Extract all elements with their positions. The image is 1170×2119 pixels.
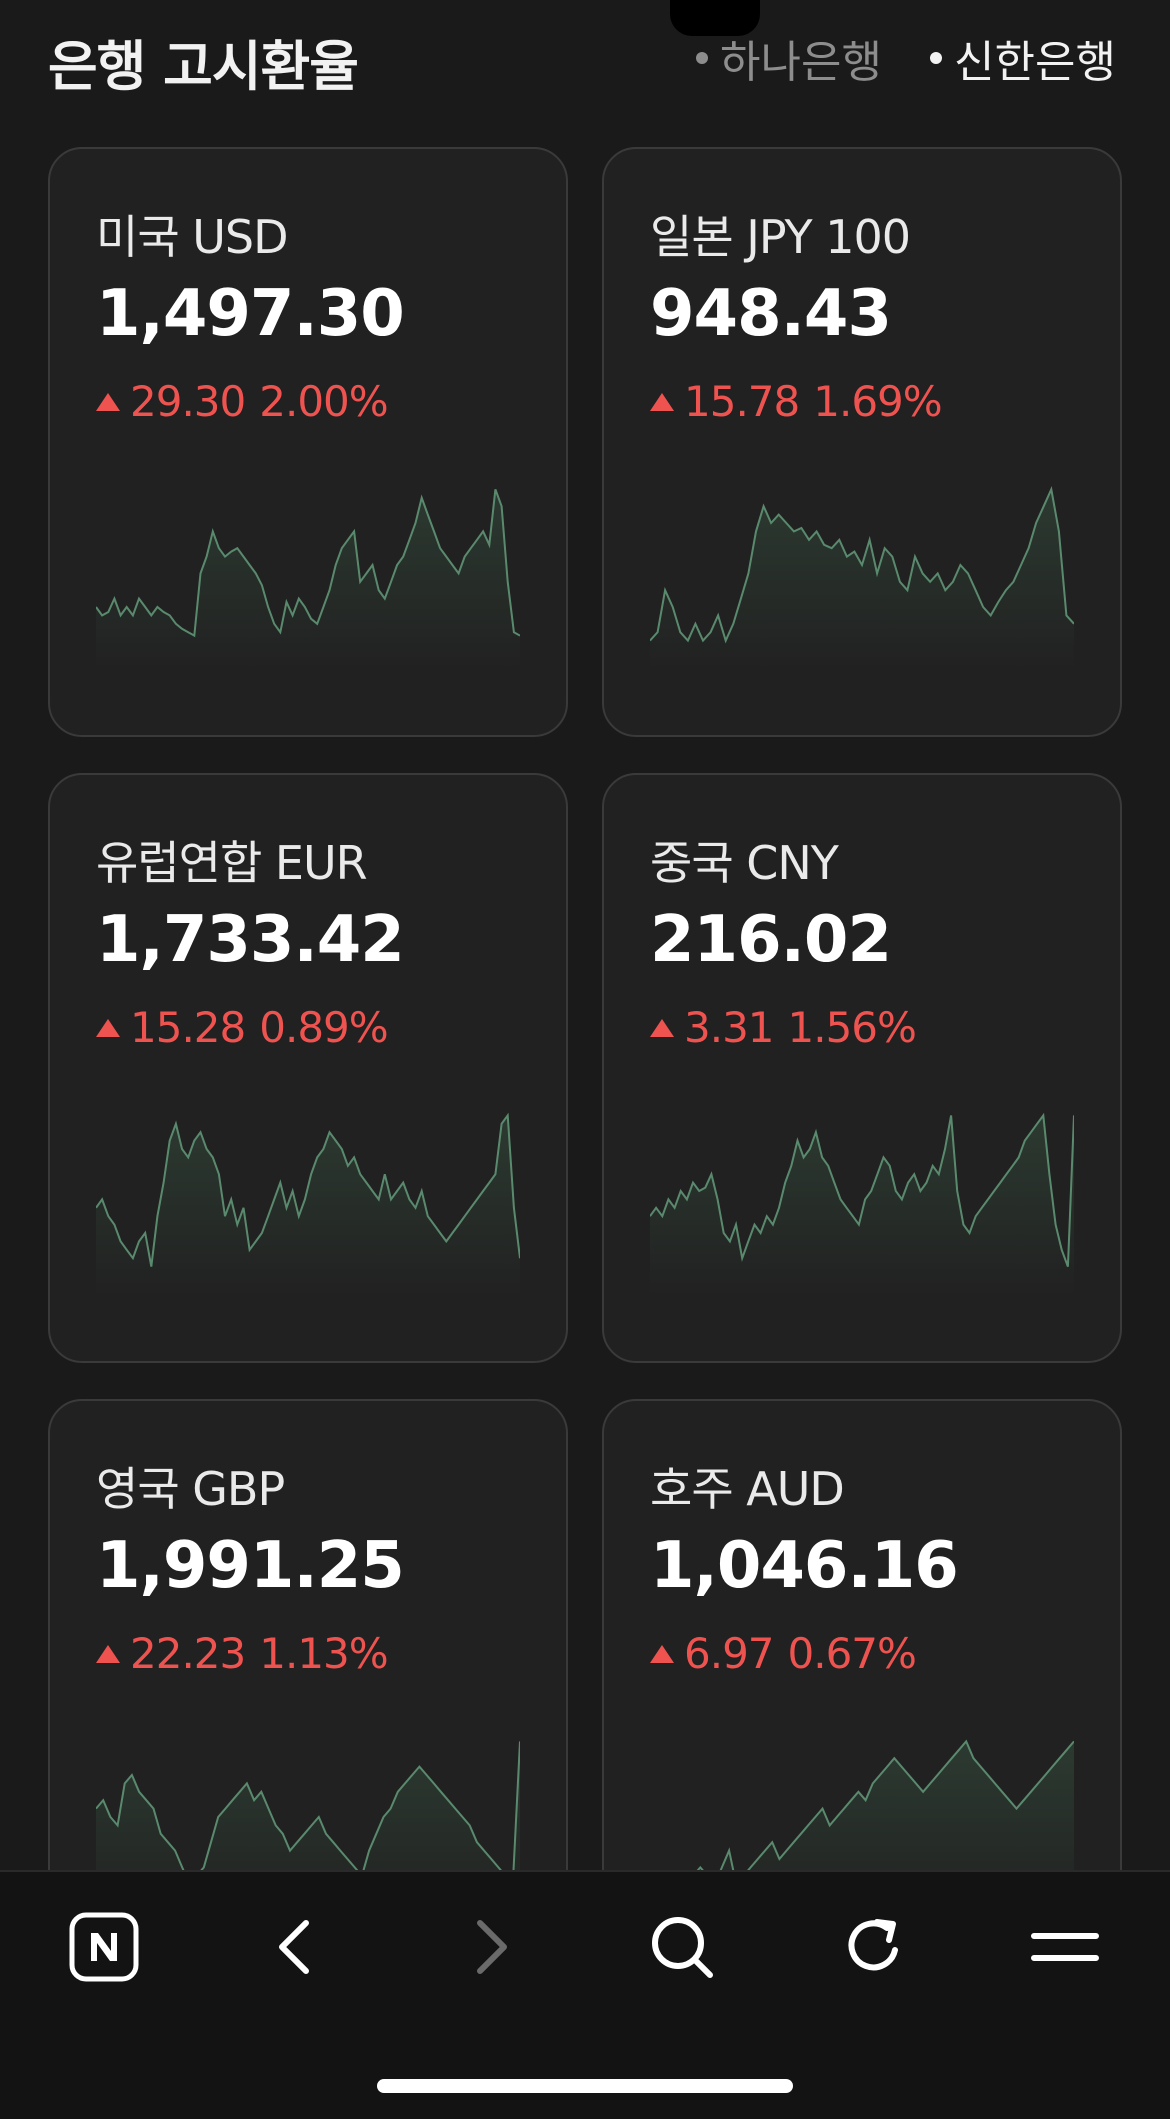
sparkline-area — [650, 1115, 1074, 1295]
sparkline-line — [650, 486, 1074, 644]
header: 은행 고시환율 하나은행 신한은행 — [0, 0, 1170, 120]
exchange-rate: 948.43 — [650, 277, 892, 351]
change-amount: 15.28 — [130, 1003, 246, 1052]
sparkline-line — [96, 489, 520, 638]
currency-name: 일본 JPY 100 — [650, 210, 911, 264]
change-amount: 3.31 — [684, 1003, 775, 1052]
currency-card-cny[interactable]: 중국 CNY 216.02 3.31 1.56% — [602, 773, 1122, 1363]
up-triangle-icon — [96, 392, 120, 411]
up-triangle-icon — [650, 392, 674, 411]
sparkline-chart — [650, 486, 1074, 669]
menu-button[interactable] — [1025, 1907, 1105, 1987]
refresh-button[interactable] — [834, 1907, 914, 1987]
up-triangle-icon — [650, 1018, 674, 1037]
forward-button[interactable] — [450, 1907, 530, 1987]
refresh-icon — [848, 1919, 898, 1971]
bullet-dot-icon — [930, 52, 942, 64]
sparkline-area — [96, 489, 520, 669]
change-percent: 1.69% — [813, 377, 942, 426]
rate-change: 15.78 1.69% — [650, 377, 943, 426]
currency-name: 중국 CNY — [650, 836, 839, 890]
back-arrow-icon — [279, 1920, 309, 1974]
sparkline-chart — [650, 1112, 1074, 1295]
sparkline-chart — [96, 489, 520, 669]
back-button[interactable] — [256, 1907, 336, 1987]
change-percent: 2.00% — [259, 377, 388, 426]
bank-label: 하나은행 — [720, 37, 882, 88]
change-amount: 15.78 — [684, 377, 800, 426]
home-indicator — [377, 2079, 793, 2093]
rate-change: 22.23 1.13% — [96, 1629, 389, 1678]
change-percent: 1.56% — [787, 1003, 917, 1052]
browser-toolbar — [0, 1870, 1170, 2119]
change-percent: 0.67% — [787, 1629, 917, 1678]
change-amount: 6.97 — [684, 1629, 775, 1678]
search-icon — [652, 1917, 713, 1978]
sparkline-line — [650, 1112, 1074, 1267]
sparkline-line — [96, 1112, 520, 1267]
change-amount: 22.23 — [130, 1629, 246, 1678]
sparkline-area — [650, 489, 1074, 669]
change-percent: 1.13% — [259, 1629, 388, 1678]
currency-name: 유럽연합 EUR — [96, 836, 368, 890]
menu-icon — [1031, 1933, 1099, 1961]
currency-card-jpy[interactable]: 일본 JPY 100 948.43 15.78 1.69% — [602, 147, 1122, 737]
up-triangle-icon — [96, 1644, 120, 1663]
exchange-rate: 216.02 — [650, 903, 892, 977]
up-triangle-icon — [96, 1018, 120, 1037]
bank-toggle-shinhan[interactable]: 신한은행 — [930, 26, 1116, 90]
naver-home-icon — [69, 1912, 139, 1982]
bank-toggle-hana[interactable]: 하나은행 — [696, 26, 882, 90]
search-button[interactable] — [642, 1907, 722, 1987]
rate-change: 29.30 2.00% — [96, 377, 389, 426]
sparkline-area — [96, 1115, 520, 1295]
exchange-rate: 1,497.30 — [96, 277, 405, 351]
change-percent: 0.89% — [259, 1003, 388, 1052]
currency-card-usd[interactable]: 미국 USD 1,497.30 29.30 2.00% — [48, 147, 568, 737]
bullet-dot-icon — [696, 52, 708, 64]
exchange-rate: 1,733.42 — [96, 903, 405, 977]
exchange-rate: 1,046.16 — [650, 1529, 959, 1603]
sparkline-line — [96, 1741, 520, 1887]
rate-change: 3.31 1.56% — [650, 1003, 917, 1052]
currency-name: 영국 GBP — [96, 1462, 285, 1516]
naver-home-button[interactable] — [64, 1907, 144, 1987]
change-amount: 29.30 — [130, 377, 246, 426]
bank-label: 신한은행 — [954, 37, 1116, 88]
forward-arrow-icon — [477, 1920, 507, 1974]
up-triangle-icon — [650, 1644, 674, 1663]
rate-change: 15.28 0.89% — [96, 1003, 389, 1052]
currency-name: 호주 AUD — [650, 1462, 845, 1516]
currency-card-eur[interactable]: 유럽연합 EUR 1,733.42 15.28 0.89% — [48, 773, 568, 1363]
page-title: 은행 고시환율 — [48, 35, 359, 98]
exchange-rate: 1,991.25 — [96, 1529, 405, 1603]
currency-name: 미국 USD — [96, 210, 289, 264]
sparkline-chart — [96, 1112, 520, 1295]
camera-notch — [670, 0, 760, 36]
rate-change: 6.97 0.67% — [650, 1629, 917, 1678]
